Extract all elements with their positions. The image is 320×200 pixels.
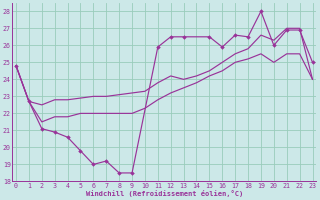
X-axis label: Windchill (Refroidissement éolien,°C): Windchill (Refroidissement éolien,°C) <box>86 190 243 197</box>
